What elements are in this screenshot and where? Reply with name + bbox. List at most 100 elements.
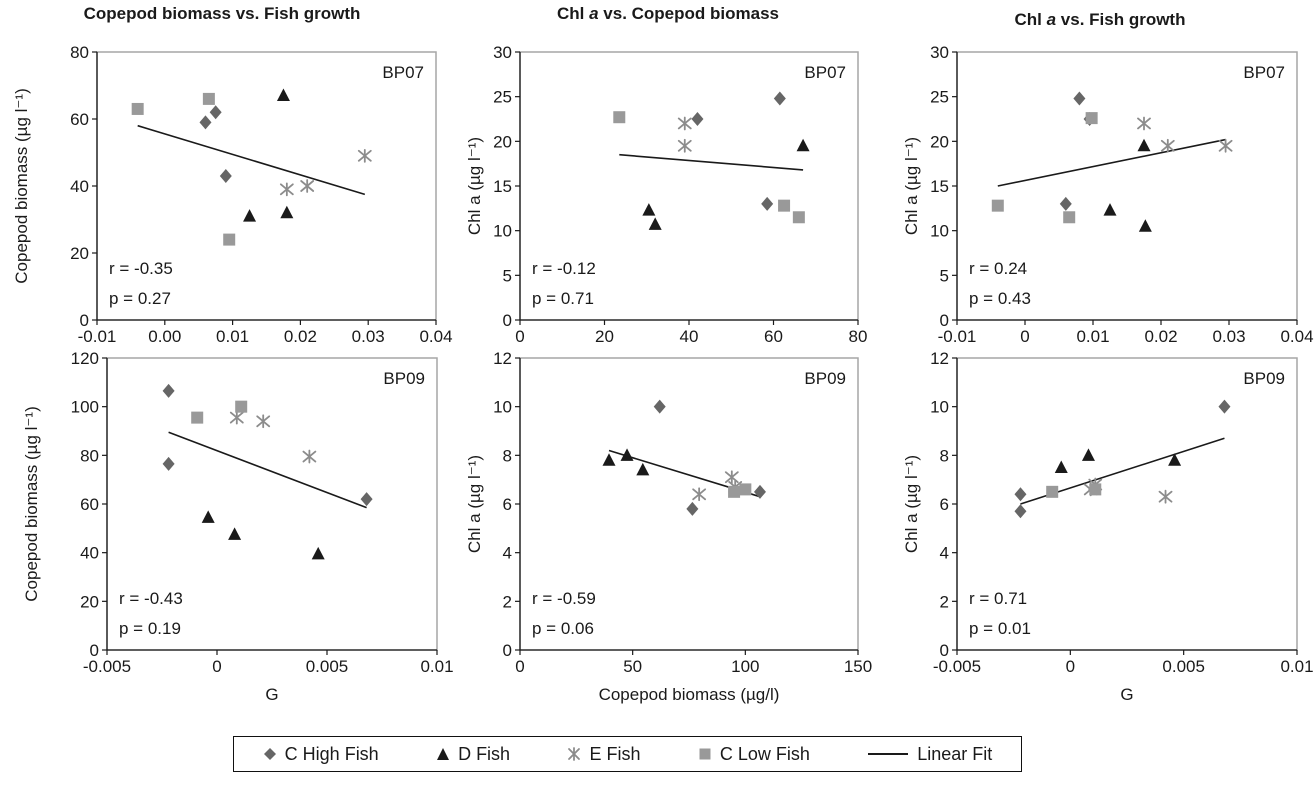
x-tick-label: 0.02 — [284, 327, 317, 346]
asterisk-point — [1160, 138, 1175, 153]
linear-fit-line — [997, 138, 1226, 187]
square-point — [223, 233, 236, 246]
triangle-point — [1138, 219, 1152, 232]
triangle-point — [1081, 448, 1095, 461]
x-tick-label: -0.005 — [83, 657, 131, 676]
column-title-3: Chl a vs. Fish growth — [1014, 10, 1186, 29]
linear-fit-line — [619, 153, 804, 171]
plot-frame — [519, 51, 859, 321]
panel-label: BP07 — [382, 63, 424, 82]
x-axis-label: G — [1120, 685, 1133, 704]
x-tick-label: 0.01 — [1076, 327, 1109, 346]
y-tick-label: 2 — [503, 592, 512, 611]
triangle-point — [243, 209, 257, 222]
panel-label: BP09 — [804, 369, 846, 388]
chart-panel-1: 0 20 40 60 80 -0.01 0.00 0.01 0.02 0.03 0.04 Copepo… — [12, 43, 453, 346]
y-tick-label: 0 — [940, 311, 949, 330]
x-tick-label: 20 — [595, 327, 614, 346]
y-tick-label: 2 — [940, 592, 949, 611]
y-tick-label: 25 — [493, 88, 512, 107]
triangle-point — [311, 546, 325, 560]
diamond-point — [653, 399, 666, 414]
x-tick-label: 0 — [1066, 657, 1075, 676]
diamond-point — [360, 492, 373, 507]
triangle-point — [1137, 138, 1151, 152]
linear-fit-line — [168, 431, 367, 509]
triangle-marker-icon — [437, 748, 450, 760]
y-tick-label: 80 — [80, 446, 99, 465]
y-tick-label: 12 — [493, 349, 512, 368]
p-value-label: p = 0.01 — [969, 619, 1031, 638]
diamond-point — [209, 105, 222, 120]
y-tick-label: 8 — [940, 446, 949, 465]
square-point — [191, 411, 204, 424]
y-tick-label: 5 — [940, 266, 949, 285]
p-value-label: p = 0.06 — [532, 619, 594, 638]
triangle-point — [796, 138, 810, 152]
panel-label: BP07 — [804, 63, 846, 82]
x-tick-label: 0.00 — [148, 327, 181, 346]
y-axis-label: Chl a (µg l⁻¹) — [465, 455, 484, 553]
square-point — [131, 102, 144, 115]
triangle-point — [276, 88, 290, 102]
r-value-label: r = -0.43 — [119, 589, 183, 608]
legend-item-e-fish: E Fish — [567, 744, 640, 765]
x-tick-label: -0.01 — [78, 327, 117, 346]
square-point — [202, 92, 215, 105]
p-value-label: p = 0.71 — [532, 289, 594, 308]
x-tick-label: 0.04 — [419, 327, 452, 346]
y-tick-label: 20 — [493, 132, 512, 151]
triangle-point — [280, 205, 294, 219]
x-tick-label: 0.01 — [420, 657, 453, 676]
y-tick-label: 20 — [70, 244, 89, 263]
y-tick-label: 10 — [493, 222, 512, 241]
p-value-label: p = 0.19 — [119, 619, 181, 638]
square-point — [778, 199, 791, 212]
x-tick-label: 0 — [515, 657, 524, 676]
triangle-point — [648, 217, 662, 230]
y-tick-label: 6 — [503, 495, 512, 514]
diamond-point — [686, 501, 699, 516]
y-tick-label: 0 — [90, 641, 99, 660]
square-marker-icon — [699, 748, 711, 760]
y-axis-label: Chl a (µg l⁻¹) — [465, 137, 484, 235]
square-point — [613, 111, 626, 124]
asterisk-point — [302, 449, 317, 464]
diamond-point — [1014, 487, 1027, 502]
square-point — [1046, 485, 1059, 498]
diamond-point — [1014, 504, 1027, 519]
legend-item-c-high-fish: C High Fish — [263, 744, 379, 765]
x-tick-label: 0.005 — [1162, 657, 1205, 676]
y-tick-label: 20 — [930, 132, 949, 151]
r-value-label: r = -0.12 — [532, 259, 596, 278]
y-tick-label: 12 — [930, 349, 949, 368]
y-axis-label: Chl a (µg l⁻¹) — [902, 137, 921, 235]
square-point — [1089, 483, 1102, 496]
diamond-point — [1218, 399, 1231, 414]
y-tick-label: 0 — [503, 311, 512, 330]
triangle-point — [228, 527, 242, 540]
diamond-marker-icon — [263, 748, 276, 760]
y-tick-label: 15 — [493, 177, 512, 196]
y-tick-label: 80 — [70, 43, 89, 62]
x-axis-label: Copepod biomass (µg/l) — [599, 685, 780, 704]
y-tick-label: 25 — [930, 88, 949, 107]
x-tick-label: 0 — [1020, 327, 1029, 346]
asterisk-point — [279, 182, 294, 197]
triangle-point — [642, 203, 656, 216]
x-tick-label: 0.01 — [1280, 657, 1313, 676]
square-point — [739, 483, 752, 496]
y-tick-label: 4 — [940, 544, 949, 563]
r-value-label: r = -0.59 — [532, 589, 596, 608]
asterisk-point — [300, 179, 315, 193]
panel-label: BP07 — [1243, 63, 1285, 82]
asterisk-point — [1158, 489, 1173, 504]
x-tick-label: 40 — [680, 327, 699, 346]
y-tick-label: 60 — [80, 495, 99, 514]
asterisk-point — [692, 487, 707, 502]
diamond-point — [761, 196, 774, 211]
y-axis-label: Chl a (µg l⁻¹) — [902, 455, 921, 553]
x-tick-label: -0.005 — [933, 657, 981, 676]
